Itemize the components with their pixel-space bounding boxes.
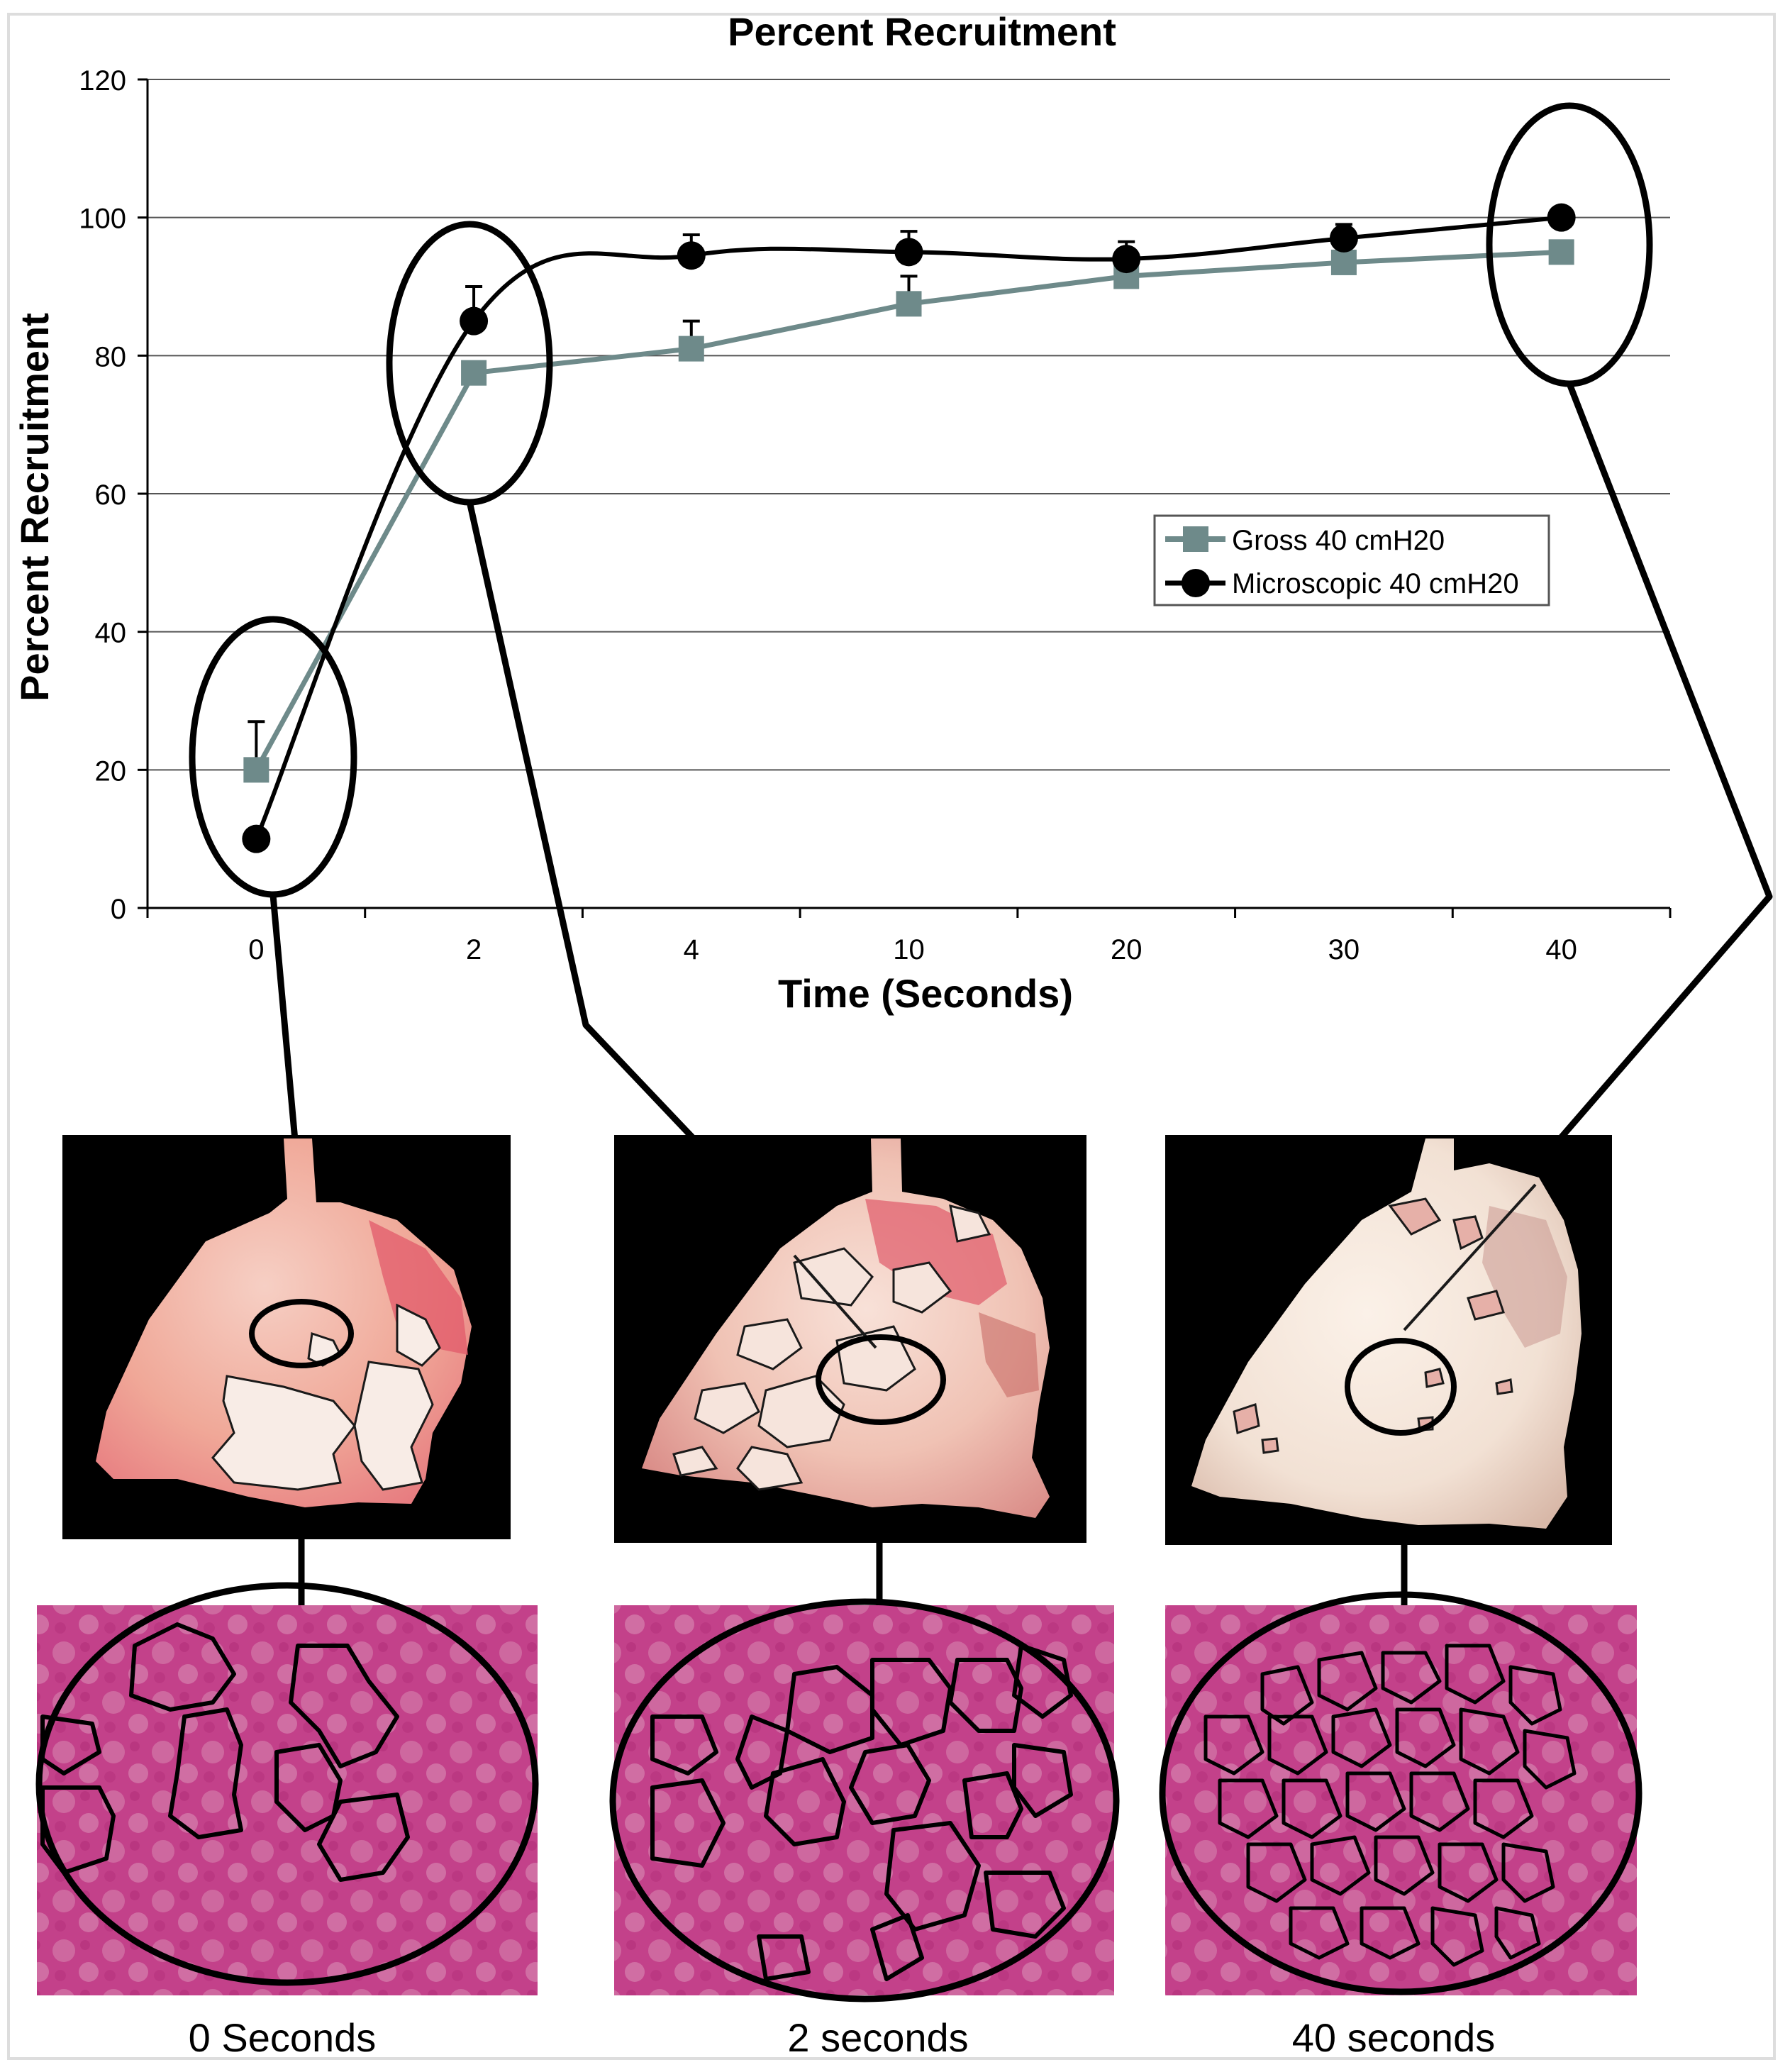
legend-box: [1153, 514, 1550, 606]
histology-0s: [35, 1582, 539, 1995]
legend-micro-marker: [1182, 569, 1210, 597]
chart-title: Percent Recruitment: [728, 9, 1116, 54]
gross-point-4: [678, 336, 704, 362]
highlight-ellipse-0s: [189, 616, 357, 898]
gross-point-2: [461, 360, 487, 386]
legend: Gross 40 cmH20 Microscopic 40 cmH20: [1153, 514, 1550, 606]
lung-photo-40s: [1165, 1135, 1612, 1545]
y-tick-label-20: 20: [95, 755, 127, 787]
x-tick-label-2: 2: [466, 934, 482, 965]
micro-point-4: [677, 241, 706, 270]
lung-photo-2s: [614, 1135, 1086, 1543]
x-tick-label-10: 10: [893, 934, 925, 965]
caption-40s: 40 seconds: [1291, 2015, 1496, 2060]
micro-point-0: [242, 824, 271, 853]
micro-point-40: [1547, 203, 1576, 232]
y-tick-label-80: 80: [95, 341, 127, 372]
y-tick-label-40: 40: [95, 618, 127, 649]
x-axis-title: Time (Seconds): [778, 971, 1073, 1016]
y-tick-label-100: 100: [79, 204, 126, 235]
chart-highlights: [189, 102, 1653, 898]
x-tick-label-40: 40: [1545, 934, 1577, 965]
legend-gross-label: Gross 40 cmH20: [1232, 525, 1445, 556]
photo-ellipse-2s: [816, 1334, 946, 1425]
caption-2s: 2 seconds: [787, 2015, 969, 2060]
micro-point-20: [1112, 245, 1141, 274]
y-tick-label-60: 60: [95, 480, 127, 511]
gross-point-30: [1330, 249, 1357, 275]
series-gross: [243, 239, 1574, 783]
micro-point-10: [894, 238, 923, 267]
y-tick-label-0: 0: [111, 894, 126, 925]
y-axis-title: Percent Recruitment: [12, 313, 57, 702]
x-tick-label-4: 4: [684, 934, 699, 965]
gross-point-0: [243, 757, 269, 783]
micro-point-30: [1329, 223, 1358, 253]
x-tick-label-30: 30: [1328, 934, 1360, 965]
histology-40s: [1159, 1591, 1642, 1995]
photo-ellipse-40s: [1345, 1338, 1457, 1436]
gross-point-10: [896, 291, 922, 317]
connector-2s: [466, 501, 695, 1140]
connector-40s: [1557, 382, 1773, 1141]
histology-2s: [609, 1598, 1120, 2002]
micro-point-2: [460, 306, 489, 336]
caption-0s: 0 Seconds: [188, 2015, 377, 2060]
gridlines: [148, 79, 1670, 771]
legend-gross-marker: [1183, 526, 1208, 552]
x-tick-label-0: 0: [248, 934, 264, 965]
x-tick-label-20: 20: [1111, 934, 1143, 965]
lung-photo-0s: [62, 1135, 511, 1539]
photo-ellipse-0s: [249, 1299, 354, 1368]
micro-line: [254, 215, 1562, 840]
gross-line: [254, 249, 1562, 772]
axes: 0 20 40 60 80 100 120 0 2 4 10 20 30 40: [79, 65, 1672, 965]
series-micro: [242, 203, 1576, 853]
y-tick-label-120: 120: [79, 65, 126, 96]
legend-micro-label: Microscopic 40 cmH20: [1232, 568, 1519, 599]
figure-frame: [7, 13, 1776, 2060]
gross-point-40: [1548, 239, 1574, 265]
